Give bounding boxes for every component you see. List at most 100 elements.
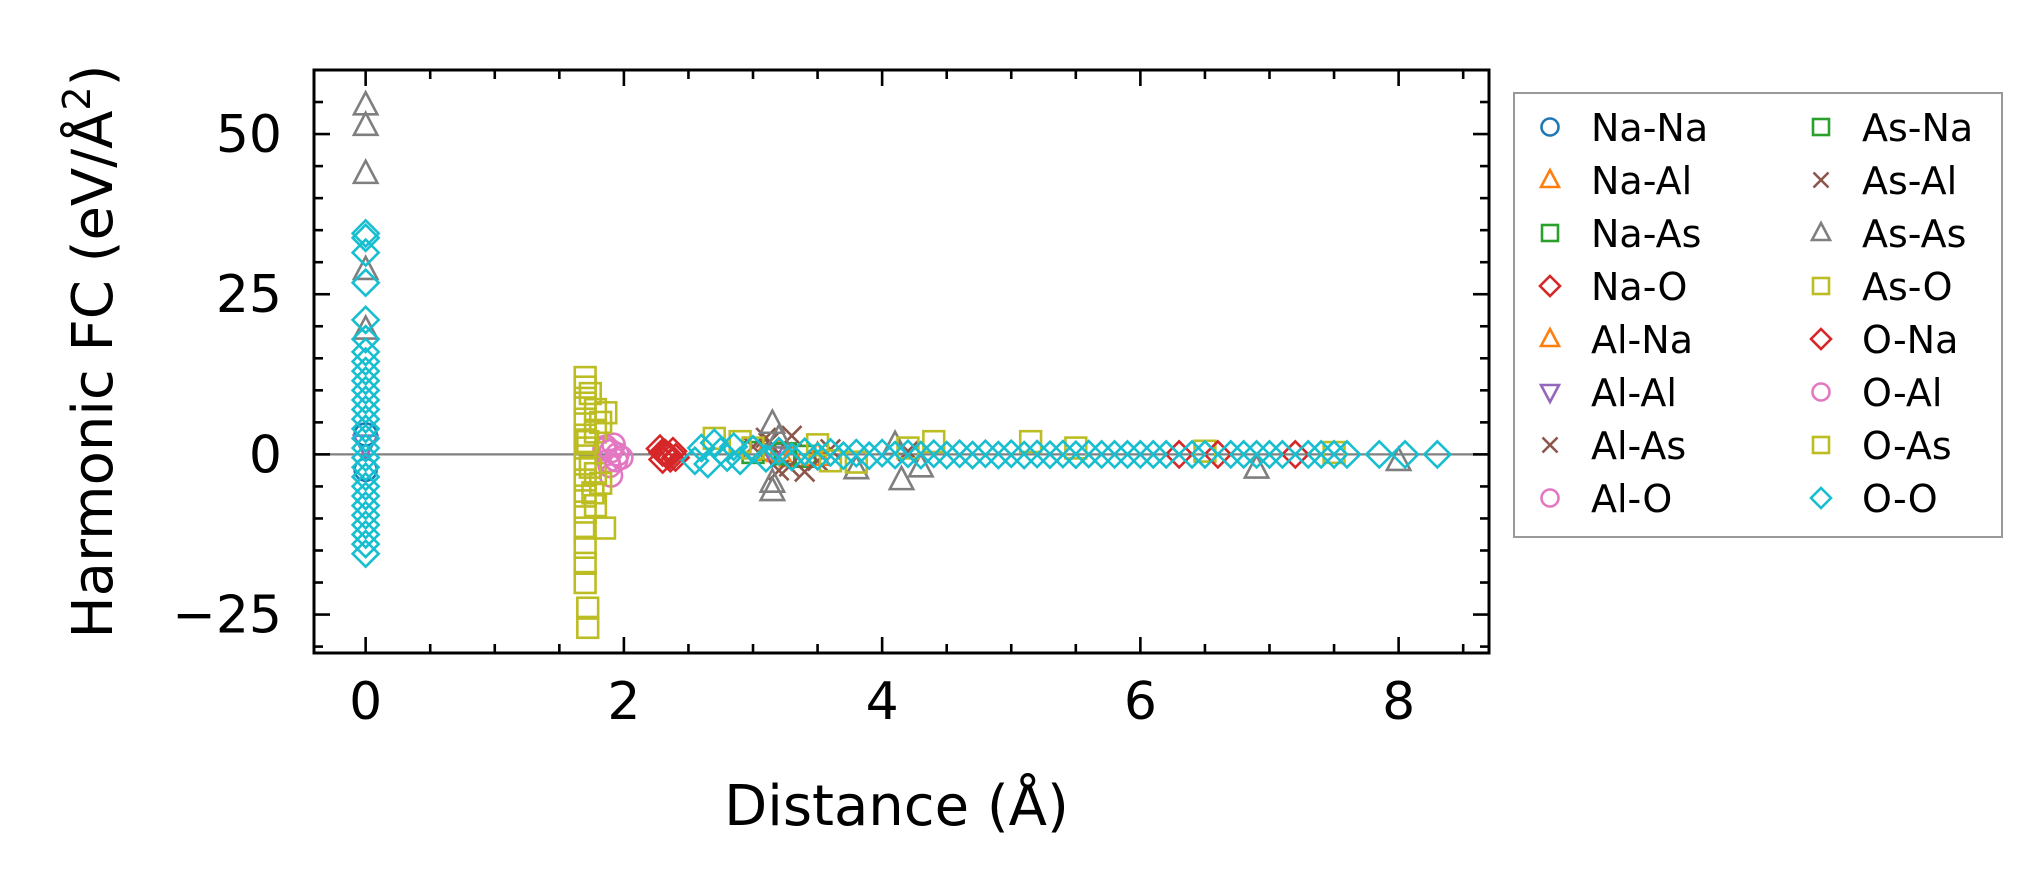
legend-item: Al-As	[1541, 424, 1686, 468]
legend-marker	[1812, 171, 1830, 189]
data-point	[1384, 445, 1413, 472]
data-point	[603, 447, 629, 473]
data-point	[751, 443, 781, 474]
legend-label: As-Na	[1862, 106, 1973, 150]
axis-ticks	[314, 68, 1489, 653]
legend-marker	[1538, 167, 1562, 189]
data-point	[896, 436, 920, 460]
legend-label: Al-Na	[1591, 318, 1693, 362]
data-point	[1151, 439, 1182, 470]
data-point	[1064, 436, 1088, 460]
legend-marker	[1809, 486, 1833, 510]
x-tick-label: 8	[1382, 672, 1415, 732]
data-point	[350, 305, 381, 335]
data-point	[957, 440, 988, 470]
data-point	[350, 413, 381, 444]
data-point	[776, 442, 807, 472]
legend-label: O-Na	[1862, 318, 1958, 362]
data-point	[1022, 439, 1052, 469]
data-point	[350, 490, 381, 521]
legend-item: O-Na	[1809, 318, 1958, 362]
data-point	[576, 596, 600, 620]
data-point	[983, 440, 1014, 470]
data-point	[1280, 439, 1311, 470]
data-point	[1018, 429, 1043, 454]
data-point	[573, 551, 597, 576]
data-point	[594, 401, 618, 425]
data-point	[907, 451, 935, 478]
data-point	[350, 500, 381, 531]
data-point	[592, 516, 617, 540]
legend-marker	[1540, 223, 1560, 243]
data-point	[647, 437, 678, 468]
legend-label: As-O	[1862, 265, 1952, 309]
y-tick-label: 50	[216, 105, 282, 165]
data-point	[854, 440, 885, 471]
data-point	[1390, 439, 1420, 470]
data-point	[350, 442, 381, 473]
legend-item: Na-Al	[1538, 159, 1692, 203]
legend-item: O-Al	[1811, 371, 1942, 415]
x-tick-label: 0	[349, 672, 382, 732]
data-point	[893, 438, 923, 469]
y-tick-label: −25	[172, 586, 282, 646]
axis-labels: 0 2 4 6 8 −25 0 25 50 Distance (Å) Harmonic FC (eV…	[55, 65, 1415, 839]
data-point	[887, 464, 916, 491]
data-point	[350, 404, 381, 434]
data-point	[828, 440, 859, 471]
data-point	[1422, 439, 1453, 470]
legend-marker	[1541, 436, 1559, 454]
data-point	[842, 453, 871, 480]
data-point	[350, 365, 381, 396]
data-point	[844, 450, 869, 474]
data-point	[583, 493, 608, 518]
series-o-na	[647, 437, 1233, 474]
data-point	[658, 436, 688, 467]
data-point	[944, 438, 975, 469]
data-point	[1267, 439, 1298, 470]
data-point	[758, 407, 787, 435]
data-point	[1060, 439, 1091, 470]
data-point	[578, 381, 603, 406]
data-point	[350, 510, 381, 540]
data-point	[350, 324, 381, 354]
data-point	[758, 466, 787, 493]
data-point	[350, 481, 381, 511]
data-point	[718, 431, 749, 462]
y-tick-label: 0	[249, 425, 282, 485]
data-point	[1215, 439, 1246, 470]
legend-item: Al-Na	[1538, 318, 1693, 362]
data-point	[1242, 452, 1271, 479]
x-axis-label: Distance (Å)	[724, 773, 1069, 839]
series-o-o	[350, 218, 1453, 569]
data-point	[1241, 439, 1272, 470]
legend-marker	[1538, 326, 1562, 348]
data-point	[1138, 439, 1169, 470]
legend-label: Na-O	[1591, 265, 1687, 309]
data-point	[350, 267, 381, 298]
legend-label: Na-As	[1591, 212, 1701, 256]
data-point	[1048, 439, 1078, 469]
data-point	[1164, 439, 1194, 470]
data-point	[818, 449, 843, 473]
x-tick-label: 6	[1124, 672, 1157, 732]
legend-frame	[1513, 92, 2003, 538]
data-point	[350, 218, 381, 249]
legend-marker	[1811, 382, 1831, 402]
legend-label: Al-Al	[1591, 371, 1677, 415]
data-point	[764, 422, 793, 449]
data-point	[350, 385, 381, 415]
data-point	[1190, 439, 1220, 470]
data-point	[660, 442, 691, 473]
legend-marker	[1540, 117, 1560, 137]
data-point	[350, 423, 381, 454]
data-point	[1254, 439, 1285, 470]
data-point	[351, 158, 380, 185]
legend-item: As-O	[1811, 265, 1952, 309]
legend-marker	[1540, 488, 1560, 508]
data-point	[777, 441, 806, 468]
x-tick-label: 4	[866, 672, 899, 732]
data-point	[350, 237, 381, 268]
data-point	[655, 443, 686, 474]
